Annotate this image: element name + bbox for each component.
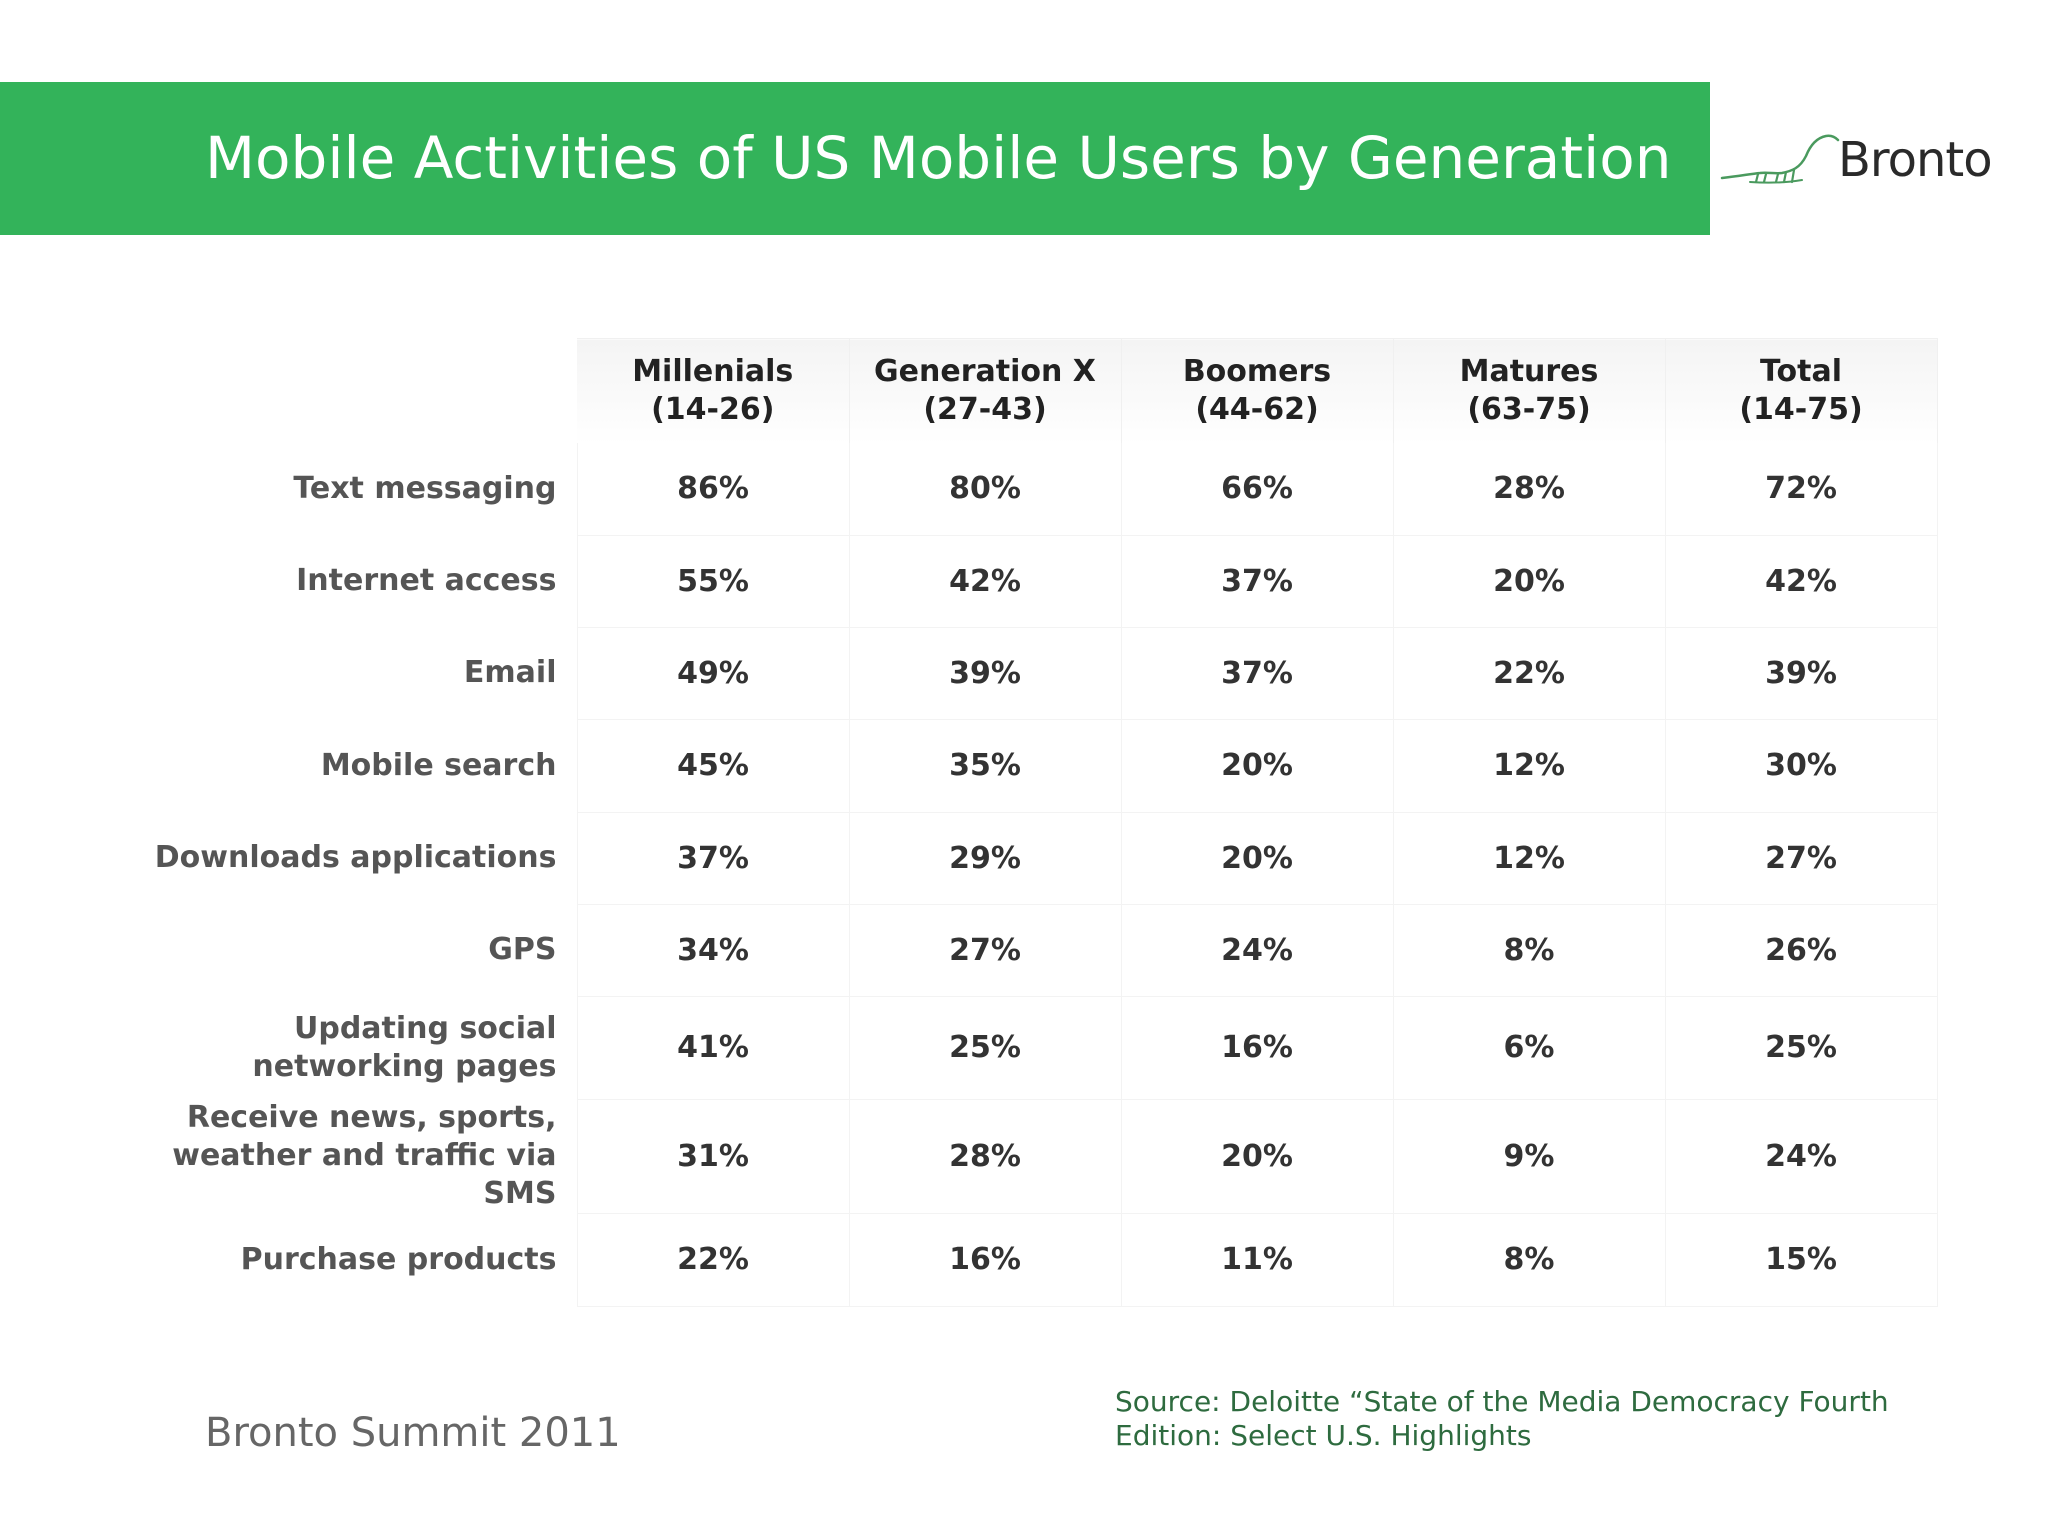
column-header: Millenials (14-26) [577,338,850,443]
table-cell: 49% [576,627,850,720]
row-label: Updating social networking pages [0,996,577,1099]
row-label: GPS [0,904,577,996]
row-label-text: Downloads applications [154,840,557,875]
row-label: Downloads applications [0,812,577,904]
bronto-dinosaur-logo-icon [1720,134,1840,184]
table-row: Receive news, sports, weather and traffi… [0,1099,1938,1214]
source-note: Source: Deloitte “State of the Media Dem… [1115,1385,1889,1452]
table-cell: 27% [849,904,1122,997]
table-cell: 37% [1121,535,1394,628]
table-cell: 42% [1665,535,1938,628]
table-cell: 22% [576,1213,850,1307]
row-label: Purchase products [0,1213,577,1306]
table-cell: 24% [1121,904,1394,997]
table-cell: 20% [1121,719,1394,813]
table-cell: 55% [576,535,850,628]
table-cell: 42% [849,535,1122,628]
table-cell: 26% [1665,904,1938,997]
column-header: Generation X (27-43) [849,338,1122,443]
table-cell: 30% [1665,719,1938,813]
table-cell: 25% [849,996,1122,1100]
row-label-text: GPS [488,932,557,967]
table-cell: 34% [576,904,850,997]
column-header: Matures (63-75) [1393,338,1666,443]
table-cell: 20% [1393,535,1666,628]
table-cell: 37% [576,812,850,905]
row-label-text: Text messaging [293,471,557,506]
column-header: Total (14-75) [1665,338,1938,443]
table-cell: 16% [1121,996,1394,1100]
table-row: Email 49% 39% 37% 22% 39% [0,627,1938,720]
column-header-range: (44-62) [1195,392,1319,427]
table-header-row: Millenials (14-26) Generation X (27-43) Boom… [0,338,1938,443]
table-cell: 39% [849,627,1122,720]
column-header-range: (14-26) [651,392,775,427]
column-header-range: (27-43) [923,392,1047,427]
row-label-text: Receive news, sports, weather and traffi… [172,1100,557,1211]
row-label-text: Updating social networking pages [252,1010,557,1084]
column-header-range: (63-75) [1467,392,1591,427]
table-cell: 11% [1121,1213,1394,1307]
table-cell: 12% [1393,812,1666,905]
table-cell: 66% [1121,443,1394,536]
table-cell: 28% [849,1099,1122,1214]
table-cell: 6% [1393,996,1666,1100]
logo-text: Bronto [1838,132,1993,188]
table-row: Mobile search 45% 35% 20% 12% 30% [0,719,1938,813]
table-cell: 39% [1665,627,1938,720]
table-cell: 80% [849,443,1122,536]
table-cell: 29% [849,812,1122,905]
row-label: Internet access [0,535,577,627]
table-cell: 28% [1393,443,1666,536]
column-header: Boomers (44-62) [1121,338,1394,443]
row-label: Receive news, sports, weather and traffi… [0,1099,577,1213]
column-header-name: Generation X [874,354,1096,389]
table-cell: 45% [576,719,850,813]
row-label-text: Email [463,655,557,690]
table-cell: 27% [1665,812,1938,905]
row-label: Mobile search [0,719,577,812]
bronto-logo: Bronto [1720,120,2020,200]
table-cell: 9% [1393,1099,1666,1214]
row-label-text: Purchase products [240,1241,557,1277]
table-cell: 31% [576,1099,850,1214]
row-label-text: Mobile search [320,747,557,783]
table-cell: 20% [1121,1099,1394,1214]
data-table: Millenials (14-26) Generation X (27-43) Boom… [0,338,1938,1307]
column-header-name: Millenials [632,354,794,389]
table-row: Purchase products 22% 16% 11% 8% 15% [0,1213,1938,1307]
table-row: Text messaging 86% 80% 66% 28% 72% [0,443,1938,536]
title-bar: Mobile Activities of US Mobile Users by … [0,82,1710,235]
table-row: Internet access 55% 42% 37% 20% 42% [0,535,1938,628]
table-cell: 37% [1121,627,1394,720]
footer-event-name: Bronto Summit 2011 [205,1410,621,1456]
table-cell: 12% [1393,719,1666,813]
row-label-text: Internet access [296,563,557,598]
table-cell: 41% [576,996,850,1100]
table-row: GPS 34% 27% 24% 8% 26% [0,904,1938,997]
table-cell: 25% [1665,996,1938,1100]
column-header-name: Boomers [1182,354,1332,389]
table-body: Text messaging 86% 80% 66% 28% 72% Internet ac… [0,443,1938,1307]
table-cell: 20% [1121,812,1394,905]
table-cell: 8% [1393,1213,1666,1307]
table-corner [0,338,577,443]
column-header-name: Matures [1459,354,1599,389]
row-label: Text messaging [0,443,577,535]
column-header-name: Total [1760,354,1842,389]
table-cell: 15% [1665,1213,1938,1307]
table-cell: 22% [1393,627,1666,720]
column-header-range: (14-75) [1739,392,1863,427]
slide-title: Mobile Activities of US Mobile Users by … [205,124,1672,192]
table-cell: 35% [849,719,1122,813]
row-label: Email [0,627,577,719]
table-cell: 86% [576,443,850,536]
table-cell: 16% [849,1213,1122,1307]
table-row: Updating social networking pages 41% 25% 16… [0,996,1938,1100]
table-cell: 8% [1393,904,1666,997]
table-cell: 24% [1665,1099,1938,1214]
table-cell: 72% [1665,443,1938,536]
table-row: Downloads applications 37% 29% 20% 12% 27% [0,812,1938,905]
